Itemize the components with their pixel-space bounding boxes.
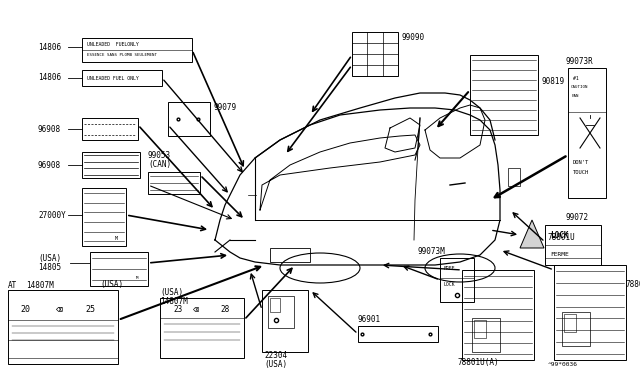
- Text: 28: 28: [220, 305, 229, 314]
- Bar: [270, 298, 280, 312]
- Text: ^99*0036: ^99*0036: [548, 362, 578, 366]
- Bar: [352, 32, 398, 76]
- Text: 22304: 22304: [264, 352, 287, 360]
- Text: 14805: 14805: [38, 263, 61, 273]
- Text: M: M: [136, 276, 138, 280]
- Bar: [562, 312, 590, 346]
- Text: 99073M: 99073M: [418, 247, 445, 257]
- Text: 14806: 14806: [38, 74, 61, 83]
- Text: 25: 25: [85, 305, 95, 314]
- Text: 99073R: 99073R: [566, 58, 594, 67]
- Bar: [270, 248, 310, 262]
- Text: 96908: 96908: [38, 160, 61, 170]
- Bar: [168, 102, 210, 136]
- Bar: [568, 68, 606, 198]
- Text: 99053: 99053: [148, 151, 171, 160]
- Bar: [82, 118, 138, 140]
- Bar: [508, 168, 520, 186]
- Bar: [462, 270, 534, 360]
- Bar: [268, 296, 294, 328]
- Text: TOUCH: TOUCH: [573, 170, 589, 174]
- Text: (USA): (USA): [38, 253, 61, 263]
- Text: 14806: 14806: [38, 42, 61, 51]
- Text: 96901: 96901: [358, 315, 381, 324]
- Text: DON'T: DON'T: [573, 160, 589, 164]
- Text: 99090: 99090: [402, 33, 425, 42]
- Bar: [554, 265, 626, 360]
- Text: M: M: [115, 235, 118, 241]
- Text: 78801U(B: 78801U(B: [626, 280, 640, 289]
- Text: FERME: FERME: [550, 253, 569, 257]
- Bar: [148, 172, 200, 194]
- Text: FREE: FREE: [443, 266, 454, 270]
- Bar: [160, 298, 244, 358]
- Text: (USA): (USA): [160, 288, 183, 296]
- Text: 27000Y: 27000Y: [38, 211, 66, 219]
- Bar: [82, 70, 162, 86]
- Bar: [358, 326, 438, 342]
- Text: UNLEADED  FUELONLY: UNLEADED FUELONLY: [87, 42, 139, 46]
- Text: CAUTION: CAUTION: [571, 85, 589, 89]
- Text: 99079: 99079: [214, 103, 237, 112]
- Text: 23: 23: [173, 305, 182, 314]
- Bar: [472, 318, 500, 352]
- Text: 14807M: 14807M: [26, 280, 54, 289]
- Text: (USA): (USA): [100, 280, 123, 289]
- Bar: [82, 152, 140, 178]
- Bar: [440, 258, 474, 302]
- Text: 78801U(A): 78801U(A): [458, 357, 500, 366]
- Text: 78801U: 78801U: [548, 234, 576, 243]
- Text: UNLEADED FUEL ONLY: UNLEADED FUEL ONLY: [87, 76, 139, 80]
- Text: ⌫: ⌫: [55, 305, 61, 315]
- Bar: [474, 320, 486, 338]
- Text: ⌫: ⌫: [193, 305, 199, 315]
- Text: 96908: 96908: [38, 125, 61, 134]
- Bar: [470, 55, 538, 135]
- Text: (CAN): (CAN): [148, 160, 171, 170]
- Text: LOCK: LOCK: [550, 231, 568, 241]
- Text: #1: #1: [573, 76, 579, 80]
- Bar: [82, 188, 126, 246]
- Bar: [564, 314, 576, 332]
- Bar: [90, 252, 148, 286]
- Bar: [262, 290, 308, 352]
- Bar: [82, 38, 192, 62]
- Polygon shape: [520, 220, 544, 248]
- Text: LOCK: LOCK: [443, 282, 454, 288]
- Bar: [545, 225, 601, 265]
- Text: 90819: 90819: [542, 77, 565, 87]
- Text: 14807M: 14807M: [160, 298, 188, 307]
- Text: 20: 20: [20, 305, 30, 314]
- Text: ESSENCE SANS PLOMB SEULEMENT: ESSENCE SANS PLOMB SEULEMENT: [87, 53, 157, 57]
- Text: 99072: 99072: [566, 214, 589, 222]
- Text: (USA): (USA): [264, 359, 287, 369]
- Bar: [8, 290, 118, 364]
- Text: FAN: FAN: [571, 94, 579, 98]
- Text: AT: AT: [8, 280, 17, 289]
